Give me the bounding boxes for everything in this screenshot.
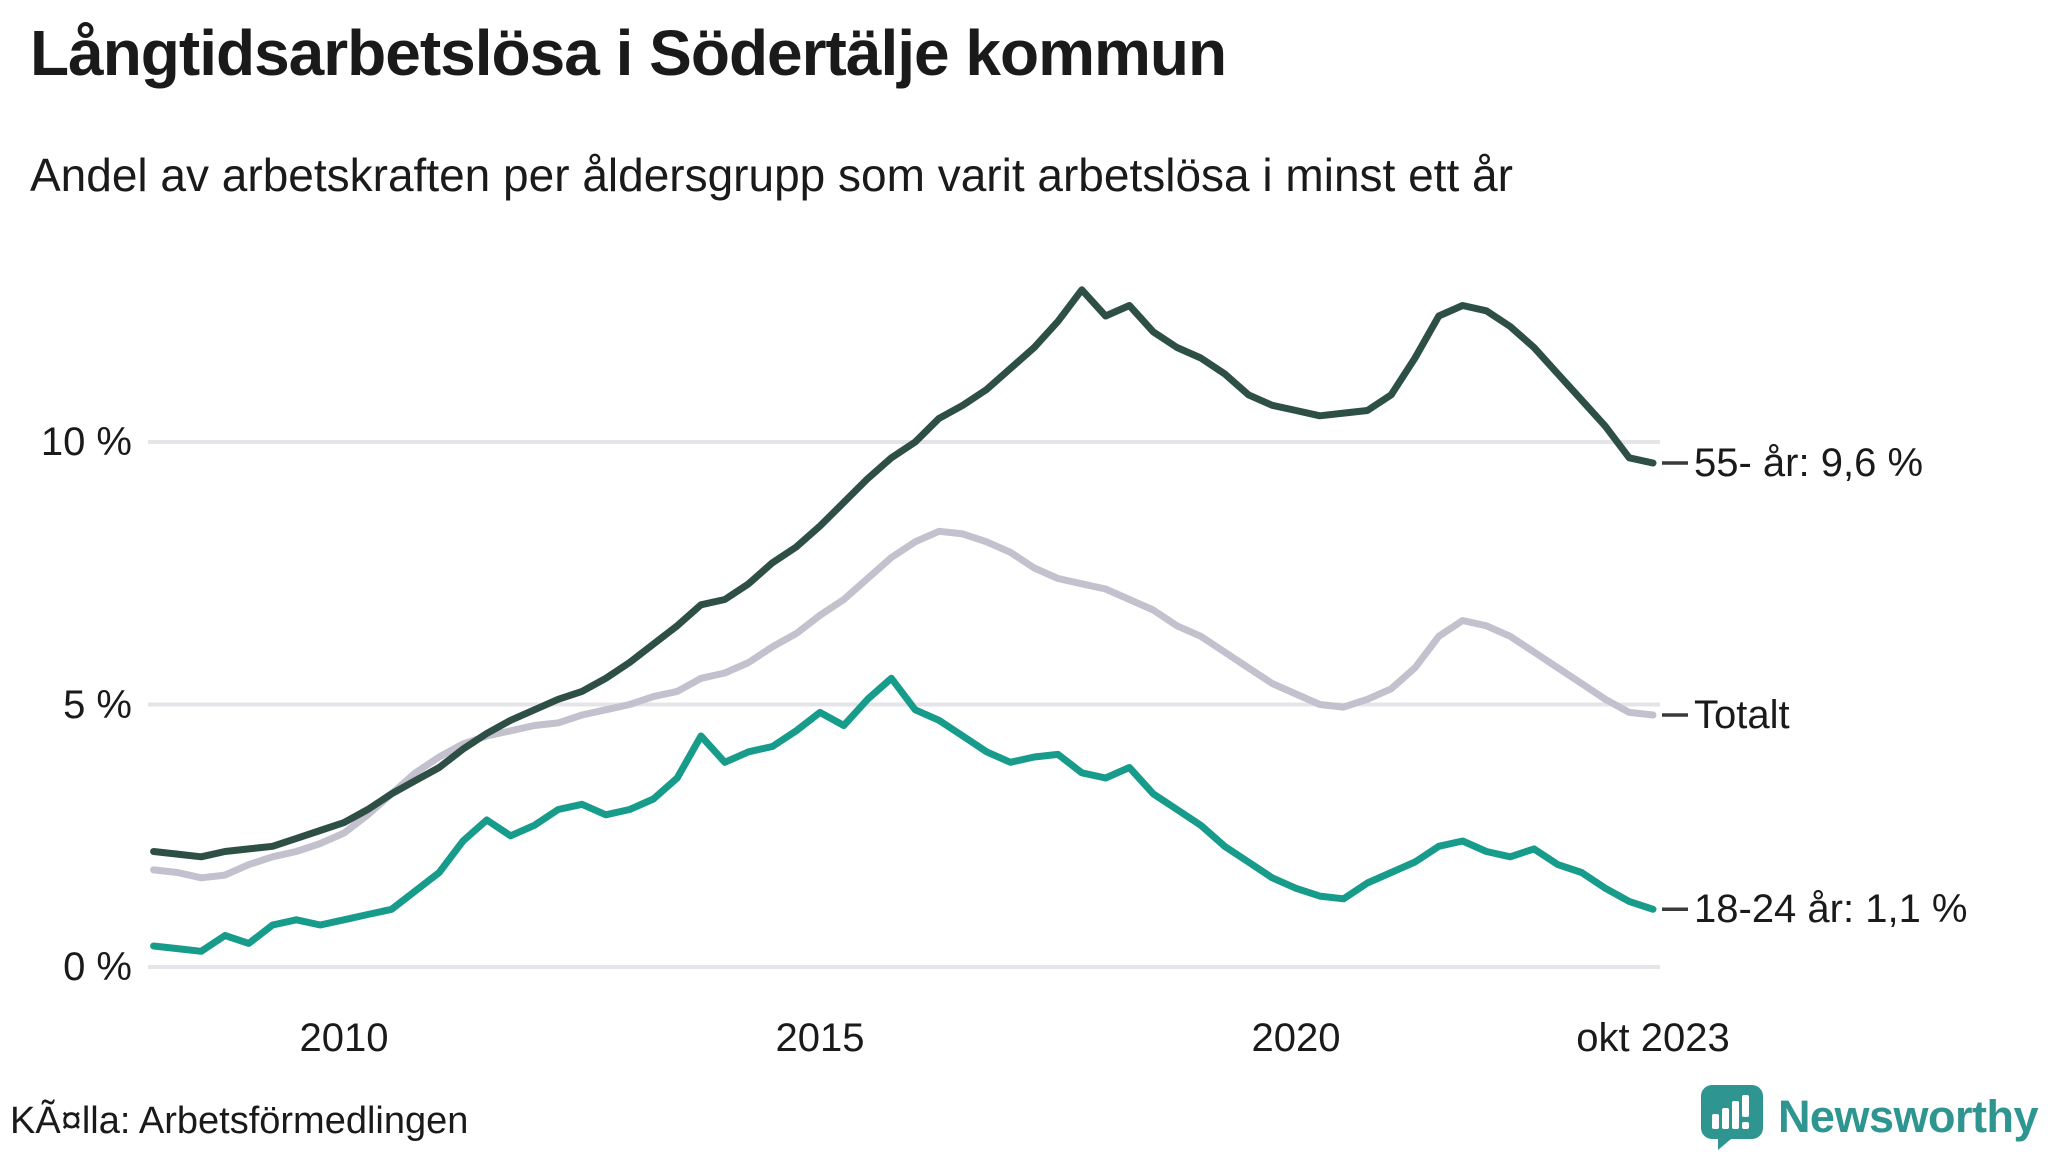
page-subtitle: Andel av arbetskraften per åldersgrupp s… — [30, 149, 1513, 201]
end-tick-dashes — [1662, 461, 1688, 911]
x-axis-tick-label: 2020 — [1251, 1016, 1341, 1060]
x-axis-tick-label: okt 2023 — [1576, 1016, 1730, 1060]
brand-name: Newsworthy — [1777, 1091, 2039, 1142]
series-end-label: 18-24 år: 1,1 % — [1694, 887, 1968, 932]
x-axis-tick-label: 2010 — [299, 1016, 389, 1060]
series-lines — [150, 286, 1657, 955]
series-line-18-24år — [150, 674, 1657, 955]
newsworthy-bar-chart-bubble-icon — [1700, 1085, 1763, 1150]
gridlines — [148, 440, 1660, 969]
page-title: Långtidsarbetslösa i Södertälje kommun — [30, 17, 1227, 89]
brand-logo: Newsworthy — [1700, 1084, 2039, 1150]
series-line-55-år — [150, 286, 1657, 861]
y-axis-tick-label: 5 % — [63, 682, 132, 727]
series-end-label: 55- år: 9,6 % — [1694, 441, 1924, 485]
source-note: KÃ¤lla: Arbetsförmedlingen — [10, 1100, 469, 1142]
y-axis-tick-label: 0 % — [63, 945, 132, 989]
x-axis-tick-label: 2015 — [775, 1016, 865, 1060]
y-axis-tick-label: 10 % — [40, 420, 132, 464]
series-end-label: Totalt — [1694, 693, 1790, 737]
